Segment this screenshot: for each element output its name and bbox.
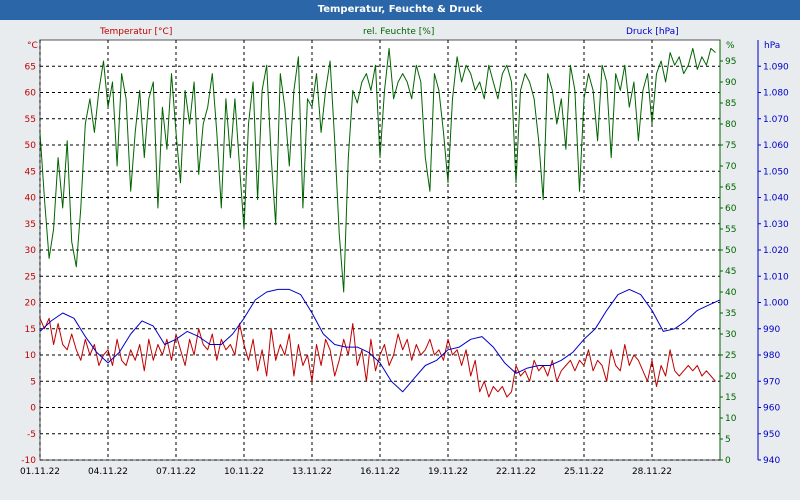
pressure-tick-label: 980: [763, 351, 780, 361]
humidity-tick-label: 55: [725, 225, 736, 235]
temperature-tick-label: 15: [25, 325, 36, 335]
temperature-unit-label: °C: [27, 41, 38, 51]
pressure-tick-label: 1.020: [763, 246, 789, 256]
humidity-tick-label: 40: [725, 288, 737, 298]
humidity-tick-label: 60: [725, 204, 737, 214]
humidity-tick-label: 20: [725, 372, 737, 382]
date-tick-label: 28.11.22: [632, 467, 672, 477]
temperature-tick-label: 45: [25, 167, 36, 177]
pressure-series-line: [39, 288, 721, 393]
temperature-tick-label: -5: [27, 430, 36, 440]
humidity-tick-label: 0: [725, 456, 731, 466]
humidity-tick-label: 25: [725, 351, 736, 361]
date-tick-label: 13.11.22: [292, 467, 332, 477]
humidity-tick-label: 5: [725, 435, 731, 445]
date-tick-label: 22.11.22: [496, 467, 536, 477]
date-tick-label: 16.11.22: [360, 467, 400, 477]
humidity-tick-label: 35: [725, 309, 736, 319]
date-tick-label: 25.11.22: [564, 467, 604, 477]
temperature-tick-label: 25: [25, 272, 36, 282]
chart-title: Temperatur, Feuchte & Druck: [0, 0, 800, 20]
temperature-tick-label: 30: [25, 246, 37, 256]
pressure-tick-label: 940: [763, 456, 780, 466]
pressure-tick-label: 950: [763, 430, 780, 440]
humidity-tick-label: 80: [725, 120, 737, 130]
temperature-tick-label: 5: [30, 377, 36, 387]
pressure-axis: 940 950 960 970 980 990 1.000 1.010 1.020 1.030 1.…: [757, 40, 789, 466]
date-tick-label: 10.11.22: [224, 467, 264, 477]
temperature-tick-label: 40: [25, 194, 37, 204]
humidity-axis: 0 5 10 15 20 25 30 35 40 45 50 55 60 65 70 75 80 85 90 95: [719, 40, 737, 466]
pressure-axis-title: Druck [hPa]: [626, 27, 679, 37]
humidity-tick-label: 30: [725, 330, 737, 340]
humidity-tick-label: 70: [725, 162, 737, 172]
temperature-axis: -10 -5 0 5 10 15 20 25 30 35 40 45 50 55 60 65: [21, 62, 36, 466]
pressure-tick-label: 1.090: [763, 62, 789, 72]
pressure-tick-label: 1.050: [763, 167, 789, 177]
pressure-tick-label: 960: [763, 404, 780, 414]
temperature-tick-label: 0: [30, 404, 36, 414]
humidity-tick-label: 75: [725, 141, 736, 151]
humidity-tick-label: 50: [725, 246, 737, 256]
humidity-axis-title: rel. Feuchte [%]: [363, 27, 434, 37]
humidity-tick-label: 95: [725, 57, 736, 67]
temperature-axis-title: Temperatur [°C]: [99, 27, 172, 37]
temperature-tick-label: 10: [25, 351, 37, 361]
humidity-tick-label: 85: [725, 99, 736, 109]
pressure-tick-label: 990: [763, 325, 780, 335]
temperature-tick-label: 65: [25, 62, 36, 72]
series-layer: [39, 47, 721, 398]
humidity-series-line: [39, 47, 716, 293]
temperature-tick-label: 50: [25, 141, 37, 151]
pressure-tick-label: 1.030: [763, 220, 789, 230]
date-tick-label: 01.11.22: [20, 467, 60, 477]
date-axis: 01.11.22 04.11.22 07.11.22 10.11.22 13.11.22…: [20, 467, 672, 477]
humidity-tick-label: 15: [725, 393, 736, 403]
pressure-tick-label: 1.010: [763, 272, 789, 282]
pressure-tick-label: 1.000: [763, 299, 789, 309]
humidity-unit-label: %: [726, 41, 735, 51]
temperature-tick-label: 20: [25, 299, 37, 309]
temperature-tick-label: 35: [25, 220, 36, 230]
temperature-series-line: [39, 317, 716, 398]
pressure-tick-label: 1.070: [763, 115, 789, 125]
date-tick-label: 19.11.22: [428, 467, 468, 477]
date-tick-label: 04.11.22: [88, 467, 128, 477]
pressure-unit-label: hPa: [764, 41, 780, 51]
humidity-tick-label: 45: [725, 267, 736, 277]
pressure-tick-label: 1.060: [763, 141, 789, 151]
temperature-tick-label: 60: [25, 89, 37, 99]
temperature-tick-label: -10: [21, 456, 36, 466]
humidity-tick-label: 10: [725, 414, 737, 424]
date-tick-label: 07.11.22: [156, 467, 196, 477]
grid-lines: [39, 40, 720, 461]
pressure-tick-label: 970: [763, 377, 780, 387]
humidity-tick-label: 65: [725, 183, 736, 193]
temperature-tick-label: 55: [25, 115, 36, 125]
pressure-tick-label: 1.040: [763, 194, 789, 204]
pressure-tick-label: 1.080: [763, 89, 789, 99]
humidity-tick-label: 90: [725, 78, 737, 88]
